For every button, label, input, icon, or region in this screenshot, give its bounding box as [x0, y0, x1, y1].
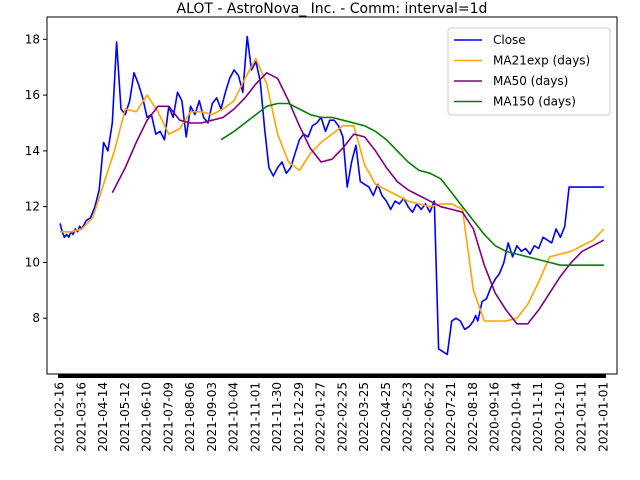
- series-line-3: [220, 102, 604, 267]
- x-tick-label-9: 2021-11-01: [248, 382, 262, 452]
- x-tick-label-12: 2022-01-27: [314, 382, 328, 452]
- x-tick-label-0: 2021-02-16: [53, 382, 67, 452]
- x-tick-label-4: 2021-06-10: [140, 382, 154, 452]
- x-tick-label-7: 2021-09-03: [205, 382, 219, 452]
- y-tick-label-5: 18: [25, 32, 40, 46]
- y-tick-label-4: 16: [25, 88, 40, 102]
- x-tick-label-8: 2021-10-04: [227, 382, 241, 452]
- x-tick-label-6: 2021-08-06: [183, 382, 197, 452]
- x-tick-label-18: 2022-07-21: [444, 382, 458, 452]
- y-tick-label-3: 14: [25, 144, 40, 158]
- x-tick-label-13: 2022-02-25: [335, 382, 349, 452]
- x-tick-label-3: 2021-05-12: [118, 382, 132, 452]
- legend-label-2: MA50 (days): [493, 74, 568, 88]
- chart-title: ALOT - AstroNova_ Inc. - Comm: interval=…: [177, 1, 488, 17]
- y-tick-label-2: 12: [25, 200, 40, 214]
- x-tick-label-17: 2022-06-22: [422, 382, 436, 452]
- y-tick-label-1: 10: [25, 255, 40, 269]
- x-tick-label-10: 2021-11-30: [270, 382, 284, 452]
- legend-box: [447, 27, 611, 116]
- x-tick-label-14: 2022-03-25: [357, 382, 371, 452]
- x-tick-label-19: 2022-08-18: [466, 382, 480, 452]
- x-tick-label-23: 2020-12-10: [553, 382, 567, 452]
- y-tick-label-0: 8: [32, 311, 40, 325]
- x-tick-label-1: 2021-03-16: [74, 382, 88, 452]
- x-tick-label-20: 2020-09-16: [488, 382, 502, 452]
- x-tick-label-24: 2021-01-11: [575, 382, 589, 452]
- x-tick-label-11: 2021-12-29: [292, 382, 306, 452]
- legend-label-0: Close: [493, 33, 526, 47]
- legend-label-3: MA150 (days): [493, 95, 576, 109]
- x-tick-label-21: 2020-10-14: [509, 382, 523, 452]
- x-tick-label-5: 2021-07-09: [161, 382, 175, 452]
- x-tick-band: [58, 374, 606, 378]
- x-tick-label-16: 2022-05-23: [401, 382, 415, 452]
- x-tick-label-15: 2022-04-25: [379, 382, 393, 452]
- x-tick-label-25: 2021-01-01: [596, 382, 610, 452]
- series-line-0: [59, 35, 604, 356]
- x-tick-label-2: 2021-04-14: [96, 382, 110, 452]
- legend-label-1: MA21exp (days): [493, 54, 590, 68]
- x-tick-label-22: 2020-11-11: [531, 382, 545, 452]
- series-line-2: [111, 72, 605, 325]
